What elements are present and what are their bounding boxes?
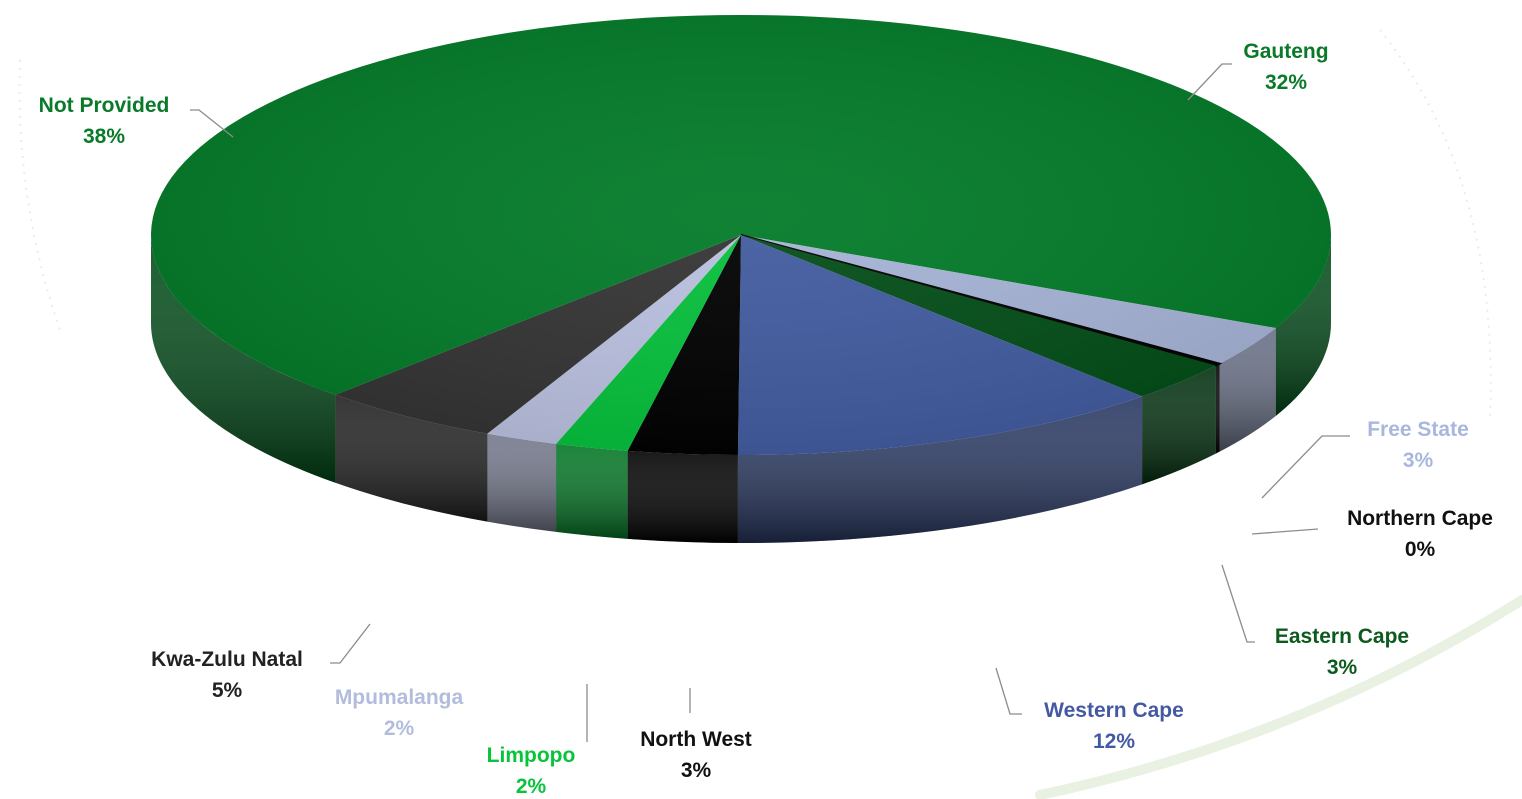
- slice-side-shade: [627, 450, 738, 543]
- slice-name-label: Mpumalanga: [335, 686, 464, 709]
- leader-line-not-provided: [190, 109, 234, 138]
- slice-percent-label: 0%: [1405, 538, 1436, 561]
- leader-line-gauteng: [1187, 63, 1232, 101]
- slice-side-shade: [151, 235, 336, 483]
- slice-side-shade: [737, 396, 1143, 544]
- background-decoration: [18, 29, 1522, 799]
- leader-line-kwa-zulu-natal: [330, 623, 371, 664]
- slice-name-label: Free State: [1367, 418, 1469, 441]
- slice-percent-label: 12%: [1093, 730, 1135, 753]
- slice-name-label: Eastern Cape: [1275, 625, 1409, 648]
- leader-lines: [190, 63, 1350, 742]
- slice-name-label: Western Cape: [1044, 699, 1184, 722]
- slice-side-shade: [1275, 235, 1331, 417]
- slice-percent-label: 3%: [1327, 656, 1358, 679]
- slice-name-label: Not Provided: [39, 94, 170, 117]
- slice-name-label: North West: [640, 728, 752, 751]
- pie-tops: [151, 15, 1331, 456]
- slice-percent-label: 32%: [1265, 71, 1307, 94]
- pie-sides: [151, 235, 1331, 544]
- slice-side-shade: [487, 433, 557, 532]
- slice-side-shade: [556, 443, 628, 539]
- slice-name-label: Limpopo: [487, 744, 576, 767]
- slice-side-shade: [1142, 365, 1216, 485]
- slice-side-shade: [1219, 328, 1276, 452]
- slice-name-label: Northern Cape: [1347, 507, 1493, 530]
- slice-name-label: Kwa-Zulu Natal: [151, 648, 303, 671]
- slice-side-shade: [335, 394, 488, 522]
- slice-percent-label: 2%: [516, 775, 547, 798]
- leader-line-northern-cape: [1251, 528, 1319, 535]
- slice-percent-label: 3%: [1403, 449, 1434, 472]
- leader-line-western-cape: [995, 667, 1022, 715]
- pie-top-shine: [151, 15, 1331, 455]
- slice-percent-label: 2%: [384, 717, 415, 740]
- leader-line-free-state: [1261, 435, 1350, 499]
- slice-name-label: Gauteng: [1243, 40, 1328, 63]
- slice-percent-label: 3%: [681, 759, 712, 782]
- slice-percent-label: 38%: [83, 125, 125, 148]
- leader-line-eastern-cape: [1221, 564, 1255, 643]
- slice-side-shade: [1215, 363, 1220, 454]
- slice-percent-label: 5%: [212, 679, 243, 702]
- slice-labels: Gauteng 32% Free State 3% Northern Cape 0% Eas…: [39, 40, 1493, 798]
